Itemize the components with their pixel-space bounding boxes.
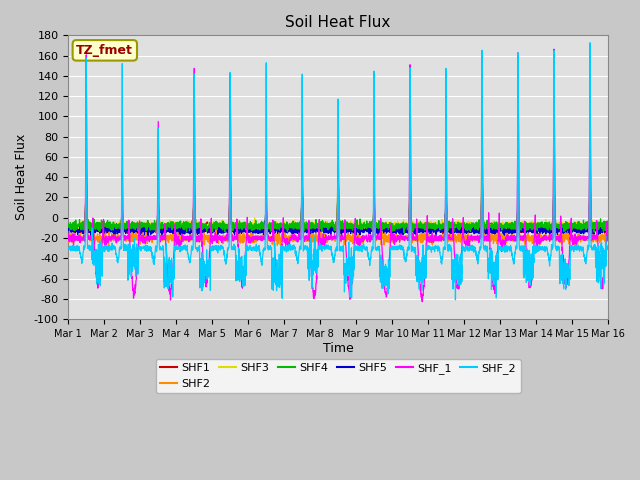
- Line: SHF1: SHF1: [68, 171, 608, 234]
- SHF3: [441, 219, 449, 225]
- SHF5: [604, 229, 612, 235]
- SHF1: [484, 231, 492, 237]
- SHF4: [406, 191, 414, 196]
- SHF3: [478, 174, 486, 180]
- SHF3: [441, 218, 449, 224]
- SHF_2: [406, 80, 414, 86]
- SHF_1: [586, 41, 594, 47]
- Line: SHF2: SHF2: [68, 105, 608, 246]
- SHF2: [478, 102, 486, 108]
- SHF4: [470, 223, 477, 228]
- SHF4: [442, 215, 449, 220]
- SHF2: [406, 141, 414, 147]
- SHF_2: [452, 297, 460, 303]
- SHF5: [441, 218, 449, 224]
- SHF5: [500, 235, 508, 240]
- SHF1: [441, 221, 449, 227]
- SHF3: [236, 222, 243, 228]
- Line: SHF_2: SHF_2: [68, 43, 608, 300]
- SHF2: [236, 237, 243, 242]
- SHF2: [604, 233, 612, 239]
- SHF3: [510, 225, 518, 230]
- SHF_1: [406, 76, 414, 82]
- SHF1: [442, 218, 449, 224]
- SHF5: [406, 181, 414, 187]
- SHF_2: [441, 244, 449, 250]
- SHF4: [65, 221, 72, 227]
- SHF5: [478, 171, 486, 177]
- SHF_1: [441, 230, 449, 236]
- SHF_2: [604, 245, 612, 251]
- SHF4: [236, 218, 243, 224]
- X-axis label: Time: Time: [323, 342, 353, 355]
- SHF1: [470, 228, 477, 234]
- SHF4: [441, 216, 449, 222]
- SHF_1: [419, 299, 426, 305]
- Line: SHF_1: SHF_1: [68, 44, 608, 302]
- SHF_2: [586, 40, 594, 46]
- SHF1: [236, 226, 243, 232]
- SHF4: [586, 171, 594, 177]
- SHF2: [571, 243, 579, 249]
- SHF2: [470, 235, 477, 241]
- Line: SHF5: SHF5: [68, 174, 608, 238]
- SHF3: [461, 230, 468, 236]
- SHF_2: [65, 246, 72, 252]
- SHF3: [470, 226, 477, 232]
- SHF5: [236, 224, 243, 229]
- Legend: SHF1, SHF2, SHF3, SHF4, SHF5, SHF_1, SHF_2: SHF1, SHF2, SHF3, SHF4, SHF5, SHF_1, SHF…: [156, 359, 520, 393]
- SHF4: [604, 223, 612, 229]
- SHF_1: [510, 235, 518, 240]
- SHF1: [406, 193, 414, 199]
- SHF1: [510, 224, 518, 230]
- SHF_1: [470, 235, 477, 240]
- Title: Soil Heat Flux: Soil Heat Flux: [285, 15, 391, 30]
- SHF2: [65, 233, 72, 239]
- Text: TZ_fmet: TZ_fmet: [76, 44, 133, 57]
- SHF3: [604, 224, 612, 230]
- SHF_2: [470, 245, 477, 251]
- SHF2: [441, 234, 449, 240]
- SHF_2: [441, 247, 449, 252]
- SHF_1: [65, 231, 72, 237]
- SHF4: [400, 230, 408, 236]
- SHF1: [83, 168, 90, 174]
- SHF5: [441, 224, 449, 229]
- Line: SHF4: SHF4: [68, 174, 608, 233]
- Y-axis label: Soil Heat Flux: Soil Heat Flux: [15, 134, 28, 220]
- SHF5: [65, 228, 72, 234]
- SHF_2: [510, 261, 518, 267]
- SHF4: [510, 224, 518, 229]
- Line: SHF3: SHF3: [68, 177, 608, 233]
- SHF_2: [236, 264, 243, 269]
- SHF2: [510, 237, 518, 242]
- SHF2: [441, 227, 449, 232]
- SHF_1: [442, 222, 449, 228]
- SHF_1: [604, 235, 612, 240]
- SHF3: [65, 222, 72, 228]
- SHF_1: [236, 260, 243, 266]
- SHF5: [510, 225, 518, 231]
- SHF3: [406, 182, 414, 188]
- SHF1: [65, 227, 72, 233]
- SHF1: [604, 224, 612, 229]
- SHF5: [470, 225, 477, 231]
